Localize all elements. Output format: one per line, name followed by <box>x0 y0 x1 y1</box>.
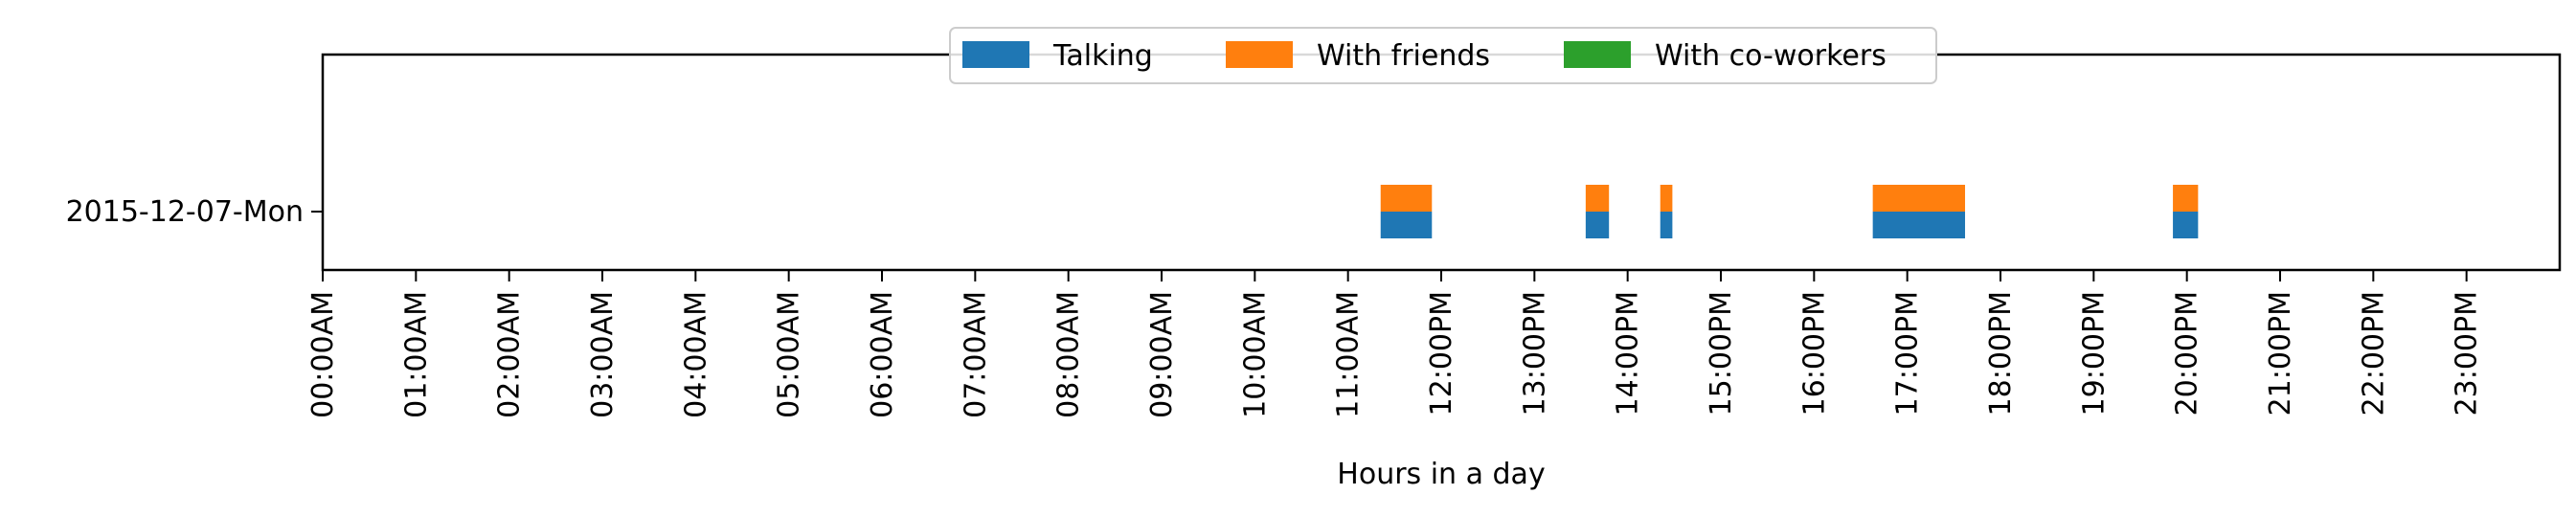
x-tick-label: 16:00PM <box>1797 291 1831 416</box>
legend-label: With friends <box>1317 39 1490 73</box>
legend-label: With co-workers <box>1655 39 1887 73</box>
activity-bar <box>1380 185 1433 212</box>
x-tick-label: 15:00PM <box>1705 291 1738 416</box>
x-tick-label: 00:00AM <box>306 291 340 418</box>
legend: Talking With friends With co-workers <box>949 27 1937 84</box>
legend-box <box>949 27 1937 84</box>
x-tick-label: 14:00PM <box>1612 291 1645 416</box>
x-tick-label: 07:00AM <box>959 291 992 418</box>
x-tick-label: 20:00PM <box>2171 291 2204 416</box>
x-tick-label: 11:00AM <box>1332 291 1366 418</box>
x-tick-label: 23:00PM <box>2451 291 2484 416</box>
x-axis-title: Hours in a day <box>1337 458 1545 491</box>
plot-frame <box>321 53 2562 272</box>
activity-bar <box>1660 212 1673 238</box>
x-tick-label: 02:00AM <box>493 291 527 418</box>
x-tick-label: 03:00AM <box>586 291 620 418</box>
x-tick-label: 19:00PM <box>2077 291 2111 416</box>
x-tick-label: 17:00PM <box>1891 291 1925 416</box>
x-tick-label: 10:00AM <box>1238 291 1272 418</box>
x-tick-label: 04:00AM <box>679 291 712 418</box>
y-tick-label: 2015-12-07-Mon <box>66 195 304 229</box>
activity-bar <box>1872 185 1966 212</box>
x-tick-label: 01:00AM <box>399 291 433 418</box>
x-tick-label: 18:00PM <box>1984 291 2018 416</box>
activity-bar <box>1380 212 1433 238</box>
x-tick-label: 08:00AM <box>1052 291 1086 418</box>
activity-bar <box>1660 185 1673 212</box>
activity-bar <box>2173 212 2199 238</box>
activity-bar <box>2173 185 2199 212</box>
x-tick-label: 22:00PM <box>2357 291 2390 416</box>
legend-label: Talking <box>1052 39 1153 73</box>
legend-swatch <box>962 41 1029 68</box>
activity-bar <box>1872 212 1966 238</box>
activity-bar <box>1585 212 1610 238</box>
x-tick-label: 06:00AM <box>866 291 899 418</box>
legend-swatch <box>1564 41 1631 68</box>
x-axis: 00:00AM 01:00AM 02:00AM 03:00AM 04:00AM 05:00… <box>306 270 2484 418</box>
activity-bar <box>1585 185 1610 212</box>
y-axis: 2015-12-07-Mon <box>66 195 323 229</box>
legend-swatch <box>1226 41 1293 68</box>
x-tick-label: 21:00PM <box>2264 291 2297 416</box>
x-tick-label: 12:00PM <box>1425 291 1458 416</box>
activity-bars <box>1380 185 2199 238</box>
x-tick-label: 13:00PM <box>1518 291 1551 416</box>
x-tick-label: 05:00AM <box>773 291 806 418</box>
x-tick-label: 09:00AM <box>1145 291 1179 418</box>
